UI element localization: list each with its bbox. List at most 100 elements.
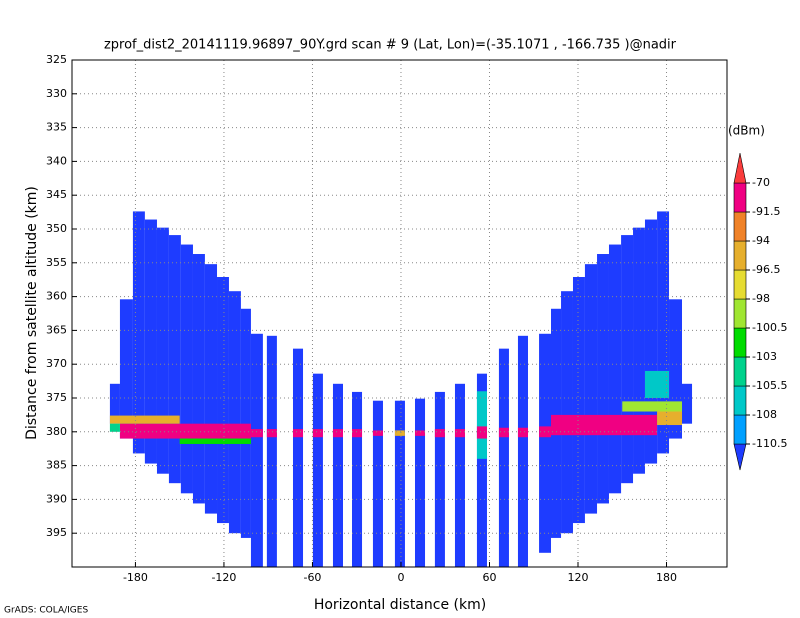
y-tick-label: 350 [46,222,67,235]
colorbar-swatch [733,152,747,184]
field-cell [132,211,145,454]
colorbar-label: -110.5 [752,437,787,450]
field-cell [394,430,405,436]
field-cell [228,291,241,534]
credit: GrADS: COLA/IGES [4,606,88,616]
field-cell [156,227,169,474]
x-tick-label: 60 [482,571,496,584]
colorbar-label: -70 [752,176,770,189]
field-cell [434,391,445,567]
y-axis-label: Distance from satellite altitude (km) [24,186,40,440]
field-cell [109,383,120,424]
colorbar-label: -96.5 [752,263,780,276]
colorbar-swatch [733,269,747,300]
y-tick-label: 375 [46,391,67,404]
y-tick-label: 330 [46,87,67,100]
x-tick-label: -60 [303,571,321,584]
colorbar-swatch [733,240,747,271]
field-cell [217,276,229,524]
x-tick-label: 120 [568,571,589,584]
field-cell [292,429,304,438]
field-cell [144,219,157,464]
field-cell [240,308,251,538]
field-cell [332,429,343,438]
field-cell [454,383,465,567]
y-tick-label: 395 [46,526,67,539]
y-tick-label: 380 [46,425,67,438]
field-cell [517,427,528,438]
field-cell [498,348,509,567]
x-tick-label: 0 [397,571,404,584]
y-tick-label: 345 [46,188,67,201]
field-cell [584,264,598,514]
y-tick-label: 365 [46,323,67,336]
field-cell [204,264,218,514]
colorbar-swatch [733,211,747,242]
colorbar-swatch [733,298,747,329]
field-cell [476,426,487,439]
field-cell [180,244,193,494]
x-tick-label: -120 [211,571,236,584]
y-tick-label: 390 [46,492,67,505]
field-cell [633,227,645,474]
field-cell [168,235,181,484]
field-cell [597,254,609,504]
chart-title: zprof_dist2_20141119.96897_90Y.grd scan … [104,38,677,53]
field-cell [476,373,487,567]
field-cell [250,333,263,567]
field-cell [372,400,383,567]
y-tick-label: 355 [46,256,67,269]
x-tick-label: -180 [123,571,148,584]
y-tick-label: 335 [46,121,67,134]
field-cell [179,438,251,444]
field-cell [539,333,552,553]
colorbar-title: (dBm) [728,124,765,138]
field-cell [312,429,323,438]
colorbar-label: -91.5 [752,205,780,218]
colorbar-label: -100.5 [752,321,787,334]
field-cell [414,430,426,436]
field-cell [517,335,528,567]
field-cell [266,429,277,438]
field-cell [657,408,683,426]
colorbar-label: -94 [752,234,770,247]
field-cell [109,415,180,424]
y-tick-label: 360 [46,290,67,303]
field-cell [608,244,622,494]
x-axis-label: Horizontal distance (km) [314,597,486,613]
colorbar-swatch [733,414,747,445]
field-cell [351,429,363,438]
colorbar-label: -105.5 [752,379,787,392]
field-cell [312,373,323,567]
field-cell [119,299,133,439]
field-cell [266,335,277,567]
field-cell [372,430,383,436]
field-cell [192,254,205,504]
field-cell [622,401,683,412]
field-cell [657,211,670,454]
field-cell [682,383,693,424]
y-tick-label: 325 [46,53,67,66]
field-cell [644,370,670,398]
colorbar-swatch [733,385,747,416]
colorbar-swatch [733,327,747,358]
colorbar-swatch [733,182,747,213]
field-cell [572,276,585,524]
y-tick-label: 385 [46,459,67,472]
field-cell [292,348,304,567]
field-cell [109,423,120,432]
x-tick-label: 180 [656,571,677,584]
y-tick-label: 370 [46,357,67,370]
colorbar-swatch [733,443,747,471]
y-tick-label: 340 [46,154,67,167]
field-cell [434,429,445,438]
plot-frame [71,59,728,568]
field-cell [539,426,552,438]
field-cell [551,414,658,436]
field-cell [414,398,426,567]
colorbar-label: -98 [752,292,770,305]
field-cell [454,429,465,438]
field-cell [561,291,573,534]
colorbar-swatch [733,356,747,387]
